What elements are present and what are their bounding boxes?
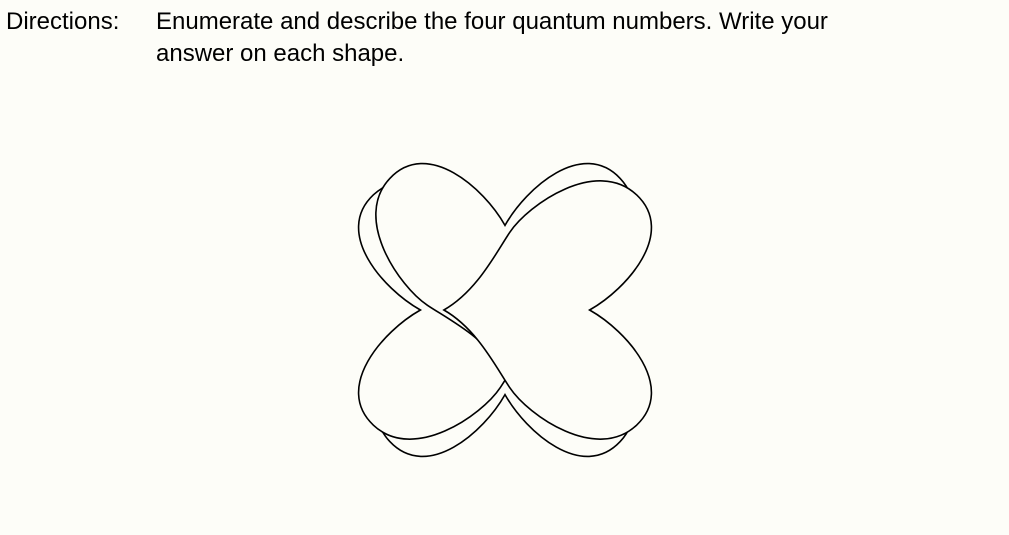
worksheet-page: Directions: Enumerate and describe the f… — [0, 0, 1009, 535]
clover-figure — [0, 75, 1009, 535]
directions-text: Enumerate and describe the four quantum … — [156, 6, 986, 71]
directions-line-1: Enumerate and describe the four quantum … — [156, 8, 828, 35]
directions-block: Directions: Enumerate and describe the f… — [6, 6, 999, 71]
directions-line-2: answer on each shape. — [156, 40, 404, 67]
clover-leaves — [358, 164, 651, 457]
directions-label: Directions: — [6, 6, 156, 38]
clover-svg — [270, 75, 740, 535]
